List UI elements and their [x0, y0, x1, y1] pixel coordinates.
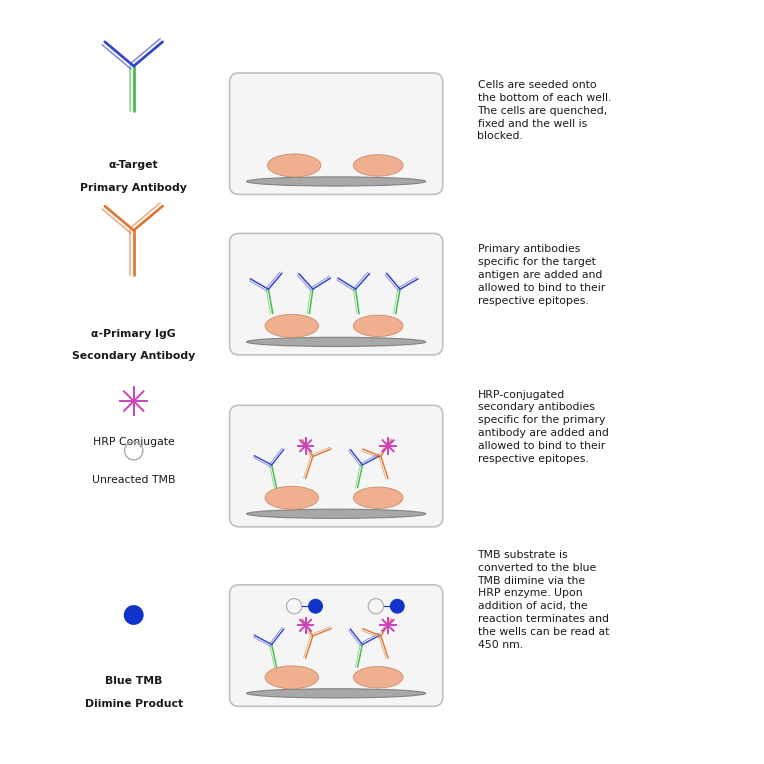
- Ellipse shape: [247, 688, 426, 698]
- Text: Diimine Product: Diimine Product: [85, 699, 183, 709]
- Ellipse shape: [265, 315, 319, 338]
- Text: Primary antibodies
specific for the target
antigen are added and
allowed to bind: Primary antibodies specific for the targ…: [478, 244, 605, 306]
- Text: Blue TMB: Blue TMB: [105, 676, 163, 686]
- Text: TMB substrate is
converted to the blue
TMB diimine via the
HRP enzyme. Upon
addi: TMB substrate is converted to the blue T…: [478, 550, 609, 649]
- Ellipse shape: [265, 486, 319, 509]
- Ellipse shape: [354, 315, 403, 336]
- Ellipse shape: [267, 154, 321, 177]
- Ellipse shape: [354, 154, 403, 176]
- Text: Primary Antibody: Primary Antibody: [80, 183, 187, 193]
- Ellipse shape: [247, 509, 426, 519]
- Ellipse shape: [247, 337, 426, 347]
- Text: HRP-conjugated
secondary antibodies
specific for the primary
antibody are added : HRP-conjugated secondary antibodies spec…: [478, 390, 608, 464]
- FancyBboxPatch shape: [229, 234, 443, 354]
- Text: Unreacted TMB: Unreacted TMB: [92, 475, 176, 485]
- FancyBboxPatch shape: [229, 405, 443, 527]
- Circle shape: [124, 605, 144, 625]
- FancyBboxPatch shape: [229, 73, 443, 195]
- Circle shape: [390, 599, 404, 613]
- Text: HRP Conjugate: HRP Conjugate: [92, 437, 175, 447]
- FancyBboxPatch shape: [229, 585, 443, 706]
- Ellipse shape: [354, 666, 403, 688]
- Text: Cells are seeded onto
the bottom of each well.
The cells are quenched,
fixed and: Cells are seeded onto the bottom of each…: [478, 80, 611, 141]
- Text: Secondary Antibody: Secondary Antibody: [72, 351, 196, 361]
- Text: α-Primary IgG: α-Primary IgG: [92, 329, 176, 338]
- Text: α-Target: α-Target: [109, 160, 158, 170]
- Ellipse shape: [354, 487, 403, 509]
- Ellipse shape: [265, 665, 319, 689]
- Ellipse shape: [247, 176, 426, 186]
- Circle shape: [309, 599, 322, 613]
